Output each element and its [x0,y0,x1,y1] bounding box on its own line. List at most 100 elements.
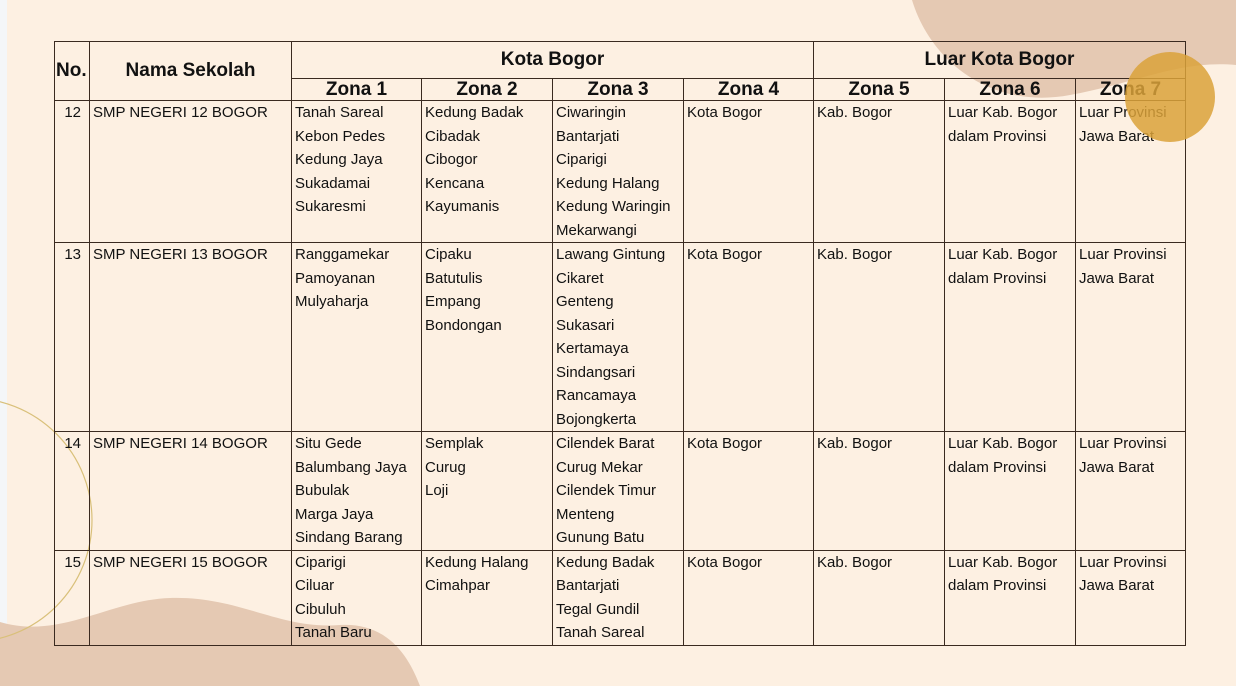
zona-6-cell: Luar Kab. Bogor dalam Provinsi [944,242,1076,432]
area-name: Kota Bogor [687,435,763,452]
zona-5-cell: Kab. Bogor [813,549,945,646]
area-name: Kedung Waringin [556,198,671,215]
table-row: 12 SMP NEGERI 12 BOGOR Tanah Sareal Kebon P… [54,100,1186,243]
area-name: Pamoyanan [295,269,376,287]
zona-5-cell: Kab. Bogor [813,100,945,243]
area-name: Kebon Pedes [295,127,386,145]
row-number: 15 [54,549,90,646]
area-name: Kencana [425,174,485,192]
area-name: Ciwaringin [556,104,627,121]
school-name: SMP NEGERI 15 BOGOR [89,549,292,646]
area-name: Tanah Sareal [295,104,384,121]
zona-4-cell: Kota Bogor [683,100,814,243]
area-name: Luar Kab. Bogor [948,553,1058,571]
area-name: Cibuluh [295,600,346,618]
header-luar-kota-bogor: Luar Kota Bogor [813,41,1186,79]
area-name: dalam Provinsi [948,458,1047,476]
area-name: dalam Provinsi [948,127,1047,145]
area-name: Cibogor [425,151,478,168]
area-name: Luar Provinsi [1079,246,1167,263]
area-name: Luar Kab. Bogor [948,435,1058,452]
zona-1-cell: Ranggamekar Pamoyanan Mulyaharja [291,242,422,432]
area-name: Lawang Gintung [556,246,666,263]
area-name: Jawa Barat [1079,127,1155,145]
zona-3-cell: Kedung Badak Bantarjati Tegal Gundil Tanah … [552,549,684,646]
area-name: Ranggamekar [295,246,390,263]
area-name: Empang [425,293,481,310]
row-number: 14 [54,431,90,551]
zona-3-cell: Lawang Gintung Cikaret Genteng Sukasari Kert… [552,242,684,432]
area-name: Kedung Halang [556,174,660,192]
area-name: Kedung Badak [556,553,655,571]
area-name: Sukadamai [295,174,371,192]
header-zona-7: Zona 7 [1075,78,1186,101]
area-name: Sindangsari [556,363,636,381]
area-name: Luar Kab. Bogor [948,246,1058,263]
area-name: Cikaret [556,269,604,287]
area-name: Tegal Gundil [556,600,640,618]
zona-2-cell: Kedung Halang Cimahpar [421,549,553,646]
area-name: Balumbang Jaya [295,458,407,476]
area-name: Batutulis [425,269,483,287]
area-name: Loji [425,482,449,499]
header-zona-1: Zona 1 [291,78,422,101]
area-name: Jawa Barat [1079,269,1155,287]
area-name: Gunung Batu [556,529,645,546]
header-zona-2: Zona 2 [421,78,553,101]
zona-3-cell: Cilendek Barat Curug Mekar Cilendek Timur M… [552,431,684,551]
zona-7-cell: Luar Provinsi Jawa Barat [1075,242,1186,432]
table-row: 13 SMP NEGERI 13 BOGOR Ranggamekar Pamoyana… [54,242,1186,432]
area-name: dalam Provinsi [948,577,1047,594]
area-name: Jawa Barat [1079,458,1155,476]
area-name: Cilendek Barat [556,435,655,452]
area-name: Ciparigi [556,151,607,168]
area-name: Sindang Barang [295,529,403,546]
area-name: Kedung Jaya [295,151,383,168]
area-name: Kab. Bogor [817,435,893,452]
area-name: Cimahpar [425,577,491,594]
row-number: 12 [54,100,90,243]
header-zona-3: Zona 3 [552,78,684,101]
area-name: Luar Provinsi [1079,435,1167,452]
school-name: SMP NEGERI 12 BOGOR [89,100,292,243]
area-name: Menteng [556,505,615,523]
area-name: Bondongan [425,316,502,334]
area-name: Kedung Badak [425,104,524,121]
school-name: SMP NEGERI 14 BOGOR [89,431,292,551]
header-zona-6: Zona 6 [944,78,1076,101]
zona-1-cell: Situ Gede Balumbang Jaya Bubulak Marga Jaya… [291,431,422,551]
header-zona-5: Zona 5 [813,78,945,101]
area-name: Luar Provinsi [1079,553,1167,571]
area-name: Rancamaya [556,387,637,404]
zona-4-cell: Kota Bogor [683,549,814,646]
zona-7-cell: Luar Provinsi Jawa Barat [1075,100,1186,243]
area-name: Luar Provinsi [1079,104,1167,121]
zona-4-cell: Kota Bogor [683,242,814,432]
area-name: Luar Kab. Bogor [948,104,1058,121]
area-name: Bantarjati [556,577,620,594]
area-name: Ciparigi [295,553,346,571]
zoning-table: No. Nama Sekolah Kota Bogor Luar Kota Bo… [54,41,1186,646]
zona-6-cell: Luar Kab. Bogor dalam Provinsi [944,549,1076,646]
area-name: Mulyaharja [295,293,369,310]
header-nama-sekolah: Nama Sekolah [89,41,292,101]
area-name: Mekarwangi [556,221,637,239]
area-name: Genteng [556,293,614,310]
zona-1-cell: Ciparigi Ciluar Cibuluh Tanah Baru [291,549,422,646]
area-name: Curug Mekar [556,458,643,476]
area-name: Bantarjati [556,127,620,145]
area-name: Sukaresmi [295,198,366,215]
area-name: Jawa Barat [1079,577,1155,594]
area-name: dalam Provinsi [948,269,1047,287]
zona-7-cell: Luar Provinsi Jawa Barat [1075,431,1186,551]
zona-2-cell: Kedung Badak Cibadak Cibogor Kencana Kayuman… [421,100,553,243]
school-name: SMP NEGERI 13 BOGOR [89,242,292,432]
area-name: Semplak [425,435,484,452]
area-name: Cilendek Timur [556,482,657,499]
area-name: Curug [425,458,466,476]
area-name: Cibadak [425,127,481,145]
left-edge-strip [0,0,7,686]
area-name: Tanah Baru [295,624,372,641]
zona-6-cell: Luar Kab. Bogor dalam Provinsi [944,431,1076,551]
zona-3-cell: Ciwaringin Bantarjati Ciparigi Kedung Halan… [552,100,684,243]
